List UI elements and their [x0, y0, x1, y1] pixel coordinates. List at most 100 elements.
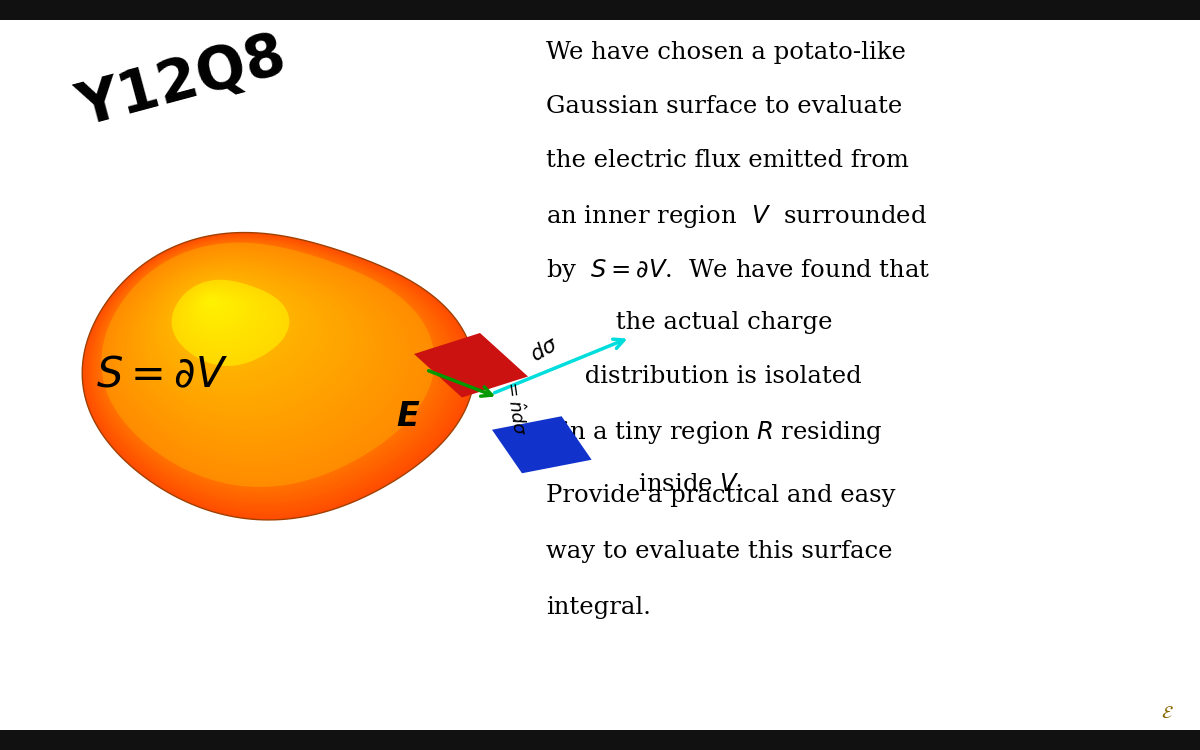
Polygon shape	[85, 234, 468, 514]
Polygon shape	[115, 251, 404, 462]
Polygon shape	[209, 299, 214, 303]
Polygon shape	[168, 278, 296, 371]
Polygon shape	[108, 246, 421, 476]
Polygon shape	[139, 263, 355, 421]
Text: inside $V$.: inside $V$.	[546, 473, 744, 496]
Polygon shape	[166, 277, 302, 377]
Polygon shape	[91, 238, 455, 503]
Polygon shape	[142, 264, 352, 419]
Polygon shape	[414, 333, 528, 398]
Polygon shape	[192, 291, 246, 330]
Polygon shape	[156, 272, 323, 394]
Polygon shape	[180, 284, 272, 352]
Text: $d\sigma$: $d\sigma$	[527, 334, 563, 366]
Polygon shape	[90, 237, 457, 506]
Bar	[0, 0, 1200, 20]
Polygon shape	[190, 289, 253, 336]
Polygon shape	[98, 241, 442, 493]
Polygon shape	[88, 235, 464, 512]
Polygon shape	[200, 295, 230, 316]
Text: by  $S = \partial V$.  We have found that: by $S = \partial V$. We have found that	[546, 257, 930, 284]
Polygon shape	[127, 256, 382, 443]
Polygon shape	[120, 253, 395, 454]
Polygon shape	[104, 244, 428, 482]
Polygon shape	[95, 239, 448, 498]
Text: way to evaluate this surface: way to evaluate this surface	[546, 540, 893, 563]
Polygon shape	[167, 278, 299, 374]
Polygon shape	[163, 275, 306, 380]
Polygon shape	[114, 250, 408, 465]
Polygon shape	[110, 248, 415, 470]
Polygon shape	[122, 254, 391, 452]
Polygon shape	[185, 286, 263, 344]
Polygon shape	[132, 259, 372, 435]
Text: the electric flux emitted from: the electric flux emitted from	[546, 149, 908, 172]
Polygon shape	[101, 243, 434, 487]
Text: We have chosen a potato-like: We have chosen a potato-like	[546, 41, 906, 64]
Text: distribution is isolated: distribution is isolated	[546, 365, 862, 388]
Polygon shape	[146, 266, 342, 410]
Text: an inner region  $V$  surrounded: an inner region $V$ surrounded	[546, 203, 928, 230]
Text: $\boldsymbol{E}$: $\boldsymbol{E}$	[396, 400, 420, 433]
Polygon shape	[83, 232, 474, 520]
Polygon shape	[152, 270, 329, 399]
Text: the actual charge: the actual charge	[546, 311, 833, 334]
Text: Provide a practical and easy: Provide a practical and easy	[546, 484, 895, 507]
Polygon shape	[158, 273, 316, 388]
Text: in a tiny region $R$ residing: in a tiny region $R$ residing	[546, 419, 883, 446]
Polygon shape	[170, 279, 293, 369]
Polygon shape	[118, 251, 402, 460]
Polygon shape	[161, 274, 312, 386]
Polygon shape	[191, 290, 250, 333]
Polygon shape	[137, 261, 362, 427]
Polygon shape	[148, 267, 338, 407]
Polygon shape	[134, 260, 365, 429]
Polygon shape	[181, 285, 270, 350]
Polygon shape	[133, 260, 368, 432]
Polygon shape	[124, 254, 389, 448]
Polygon shape	[100, 242, 438, 490]
Polygon shape	[89, 236, 461, 509]
Bar	[0, 730, 1200, 750]
Polygon shape	[119, 252, 398, 457]
Polygon shape	[206, 298, 217, 305]
Polygon shape	[130, 258, 376, 437]
Polygon shape	[138, 262, 359, 424]
Polygon shape	[205, 298, 220, 308]
Polygon shape	[173, 280, 286, 363]
Polygon shape	[157, 272, 319, 391]
Polygon shape	[175, 281, 283, 361]
Text: Y12Q8: Y12Q8	[72, 27, 293, 137]
Polygon shape	[194, 292, 244, 328]
Polygon shape	[154, 271, 325, 396]
Polygon shape	[162, 274, 310, 382]
Polygon shape	[178, 284, 276, 355]
Polygon shape	[199, 294, 233, 320]
Polygon shape	[187, 288, 257, 338]
Polygon shape	[106, 245, 425, 478]
Polygon shape	[176, 282, 280, 358]
Polygon shape	[149, 268, 336, 404]
Text: $= \hat{n}d\sigma$: $= \hat{n}d\sigma$	[500, 376, 529, 437]
Polygon shape	[96, 240, 444, 495]
Text: $\mathcal{E}$: $\mathcal{E}$	[1160, 704, 1174, 722]
Polygon shape	[172, 280, 289, 366]
Polygon shape	[94, 238, 451, 501]
Polygon shape	[492, 416, 592, 473]
Text: Gaussian surface to evaluate: Gaussian surface to evaluate	[546, 95, 902, 118]
Text: integral.: integral.	[546, 596, 650, 619]
Polygon shape	[204, 297, 223, 311]
Polygon shape	[186, 287, 259, 341]
Polygon shape	[125, 255, 385, 446]
Polygon shape	[109, 247, 418, 473]
Polygon shape	[197, 293, 236, 322]
Polygon shape	[182, 286, 266, 346]
Polygon shape	[103, 244, 431, 484]
Polygon shape	[143, 265, 349, 416]
Polygon shape	[144, 266, 346, 413]
Polygon shape	[128, 257, 378, 440]
Polygon shape	[113, 248, 412, 468]
Polygon shape	[196, 292, 240, 325]
Polygon shape	[84, 233, 470, 518]
Polygon shape	[151, 268, 332, 402]
